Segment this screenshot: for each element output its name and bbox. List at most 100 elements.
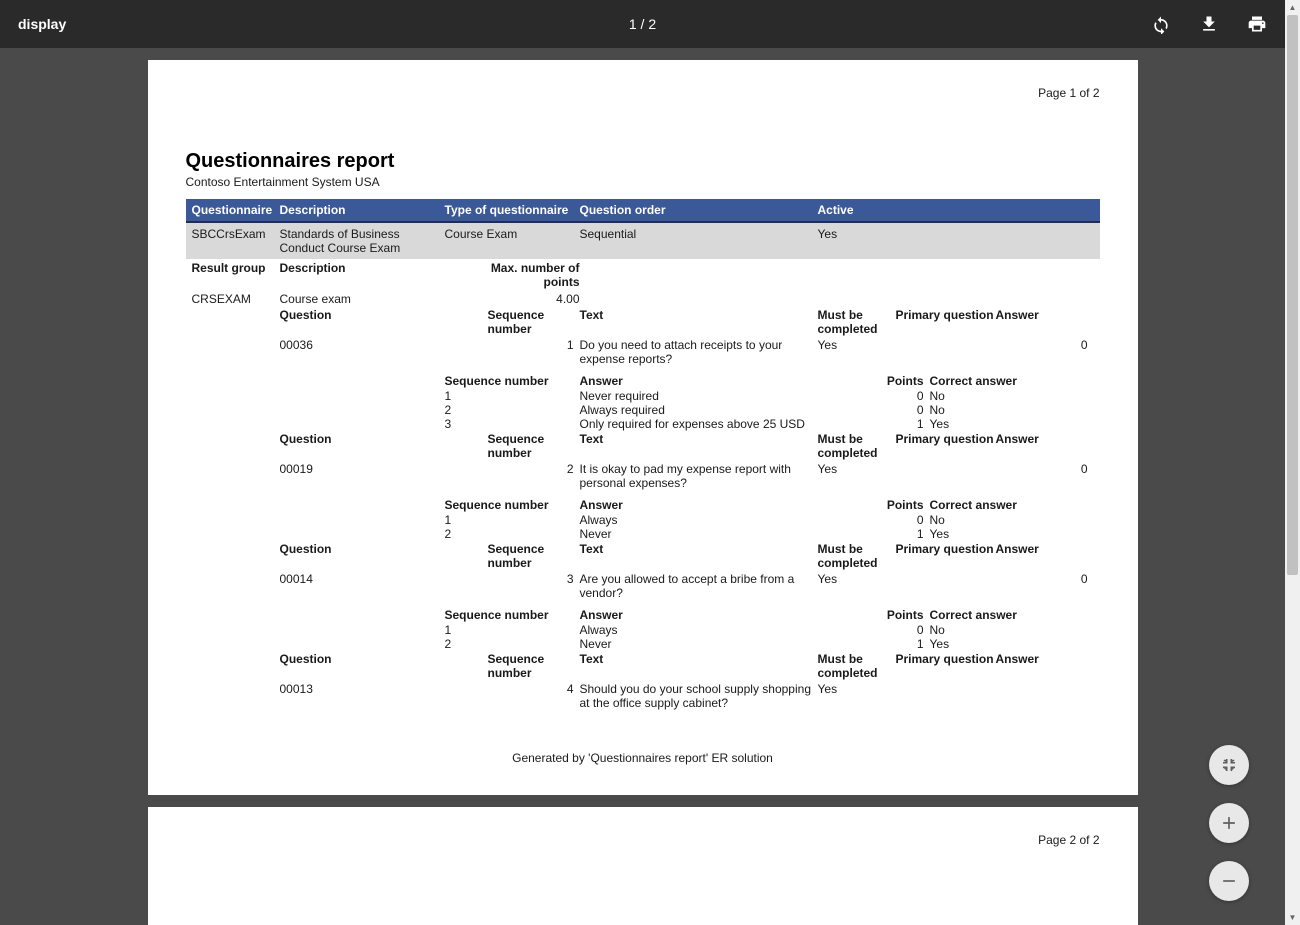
lbl-seqnum: Sequence number — [488, 308, 580, 336]
viewer-toolbar: display 1 / 2 — [0, 0, 1285, 48]
question-id: 00036 — [280, 338, 488, 366]
answer-points: 1 — [862, 527, 924, 541]
lbl-text: Text — [580, 432, 818, 460]
question-answer: 0 — [996, 338, 1094, 366]
question-primary — [896, 462, 996, 490]
question-answer: 0 — [996, 462, 1094, 490]
answer-seq: 3 — [445, 417, 580, 431]
page-number-label: Page 1 of 2 — [186, 86, 1100, 100]
lbl-primary: Primary question — [896, 542, 996, 570]
fit-page-button[interactable] — [1209, 745, 1249, 785]
answer-text: Always — [580, 513, 862, 527]
rg-hdr-max: Max. number of points — [460, 261, 580, 289]
rg-hdr-desc: Description — [280, 261, 460, 289]
answers-header: Sequence numberAnswerPointsCorrect answe… — [186, 607, 1100, 623]
answer-correct: No — [924, 623, 1094, 637]
lbl-ans-points: Points — [862, 498, 924, 512]
result-group-row: CRSEXAM Course exam 4.00 — [186, 291, 1100, 307]
lbl-seqnum: Sequence number — [488, 432, 580, 460]
lbl-answer: Answer — [996, 652, 1094, 680]
answer-seq: 2 — [445, 527, 580, 541]
lbl-text: Text — [580, 308, 818, 336]
question-text: Should you do your school supply shoppin… — [580, 682, 818, 710]
question-header: QuestionSequence numberTextMust be compl… — [186, 307, 1100, 337]
answer-points: 0 — [862, 513, 924, 527]
lbl-ans-correct: Correct answer — [924, 498, 1094, 512]
answer-row: 1Never required0No — [186, 389, 1100, 403]
question-text: It is okay to pad my expense report with… — [580, 462, 818, 490]
report-title: Questionnaires report — [186, 150, 1100, 173]
rg-desc: Course exam — [280, 292, 460, 306]
answers-header: Sequence numberAnswerPointsCorrect answe… — [186, 497, 1100, 513]
answer-text: Never required — [580, 389, 862, 403]
lbl-ans-seq: Sequence number — [445, 374, 580, 388]
zoom-out-button[interactable] — [1209, 861, 1249, 901]
page-scroll-area[interactable]: Page 1 of 2 Questionnaires report Contos… — [0, 48, 1285, 925]
question-header: QuestionSequence numberTextMust be compl… — [186, 431, 1100, 461]
floating-controls — [1209, 745, 1249, 901]
answer-text: Only required for expenses above 25 USD — [580, 417, 862, 431]
page-indicator: 1 / 2 — [629, 16, 656, 32]
lbl-ans-seq: Sequence number — [445, 608, 580, 622]
answers-header: Sequence numberAnswerPointsCorrect answe… — [186, 373, 1100, 389]
answer-points: 1 — [862, 637, 924, 651]
question-header: QuestionSequence numberTextMust be compl… — [186, 541, 1100, 571]
scroll-up-arrow[interactable]: ▲ — [1285, 0, 1300, 15]
lbl-must: Must be completed — [818, 542, 896, 570]
lbl-primary: Primary question — [896, 652, 996, 680]
lbl-ans-seq: Sequence number — [445, 498, 580, 512]
lbl-ans-answer: Answer — [580, 608, 862, 622]
print-icon[interactable] — [1247, 14, 1267, 34]
question-header: QuestionSequence numberTextMust be compl… — [186, 651, 1100, 681]
lbl-ans-points: Points — [862, 608, 924, 622]
lbl-text: Text — [580, 652, 818, 680]
question-row: 000134Should you do your school supply s… — [186, 681, 1100, 711]
question-row: 000192It is okay to pad my expense repor… — [186, 461, 1100, 491]
answer-points: 0 — [862, 389, 924, 403]
question-must: Yes — [818, 338, 896, 366]
answer-text: Always — [580, 623, 862, 637]
answer-correct: Yes — [924, 527, 1094, 541]
lbl-question: Question — [280, 542, 488, 570]
answer-row: 1Always0No — [186, 513, 1100, 527]
lbl-must: Must be completed — [818, 432, 896, 460]
download-icon[interactable] — [1199, 14, 1219, 34]
answer-points: 1 — [862, 417, 924, 431]
hdr-active: Active — [818, 203, 1094, 217]
zoom-in-button[interactable] — [1209, 803, 1249, 843]
question-answer: 0 — [996, 572, 1094, 600]
answer-row: 2Always required0No — [186, 403, 1100, 417]
rg-hdr-label: Result group — [192, 261, 280, 289]
rotate-icon[interactable] — [1151, 14, 1171, 34]
hdr-type: Type of questionnaire — [445, 203, 580, 217]
question-text: Do you need to attach receipts to your e… — [580, 338, 818, 366]
val-questionnaire: SBCCrsExam — [192, 227, 280, 255]
answer-points: 0 — [862, 623, 924, 637]
answer-correct: Yes — [924, 417, 1094, 431]
answer-correct: No — [924, 403, 1094, 417]
lbl-question: Question — [280, 308, 488, 336]
scrollbar-thumb[interactable] — [1287, 15, 1298, 575]
scrollbar-track[interactable] — [1285, 15, 1300, 910]
question-must: Yes — [818, 462, 896, 490]
lbl-question: Question — [280, 432, 488, 460]
answer-text: Always required — [580, 403, 862, 417]
question-seq: 3 — [488, 572, 580, 600]
report-footer: Generated by 'Questionnaires report' ER … — [186, 751, 1100, 765]
answer-points: 0 — [862, 403, 924, 417]
question-id: 00014 — [280, 572, 488, 600]
rg-code: CRSEXAM — [192, 292, 280, 306]
lbl-question: Question — [280, 652, 488, 680]
hdr-description: Description — [280, 203, 445, 217]
val-type: Course Exam — [445, 227, 580, 255]
page-1: Page 1 of 2 Questionnaires report Contos… — [148, 60, 1138, 795]
hdr-questionnaire: Questionnaire — [192, 203, 280, 217]
browser-scrollbar[interactable]: ▲ ▼ — [1285, 0, 1300, 925]
question-must: Yes — [818, 682, 896, 710]
answer-seq: 2 — [445, 403, 580, 417]
question-primary — [896, 338, 996, 366]
lbl-seqnum: Sequence number — [488, 542, 580, 570]
lbl-text: Text — [580, 542, 818, 570]
scroll-down-arrow[interactable]: ▼ — [1285, 910, 1300, 925]
question-primary — [896, 682, 996, 710]
